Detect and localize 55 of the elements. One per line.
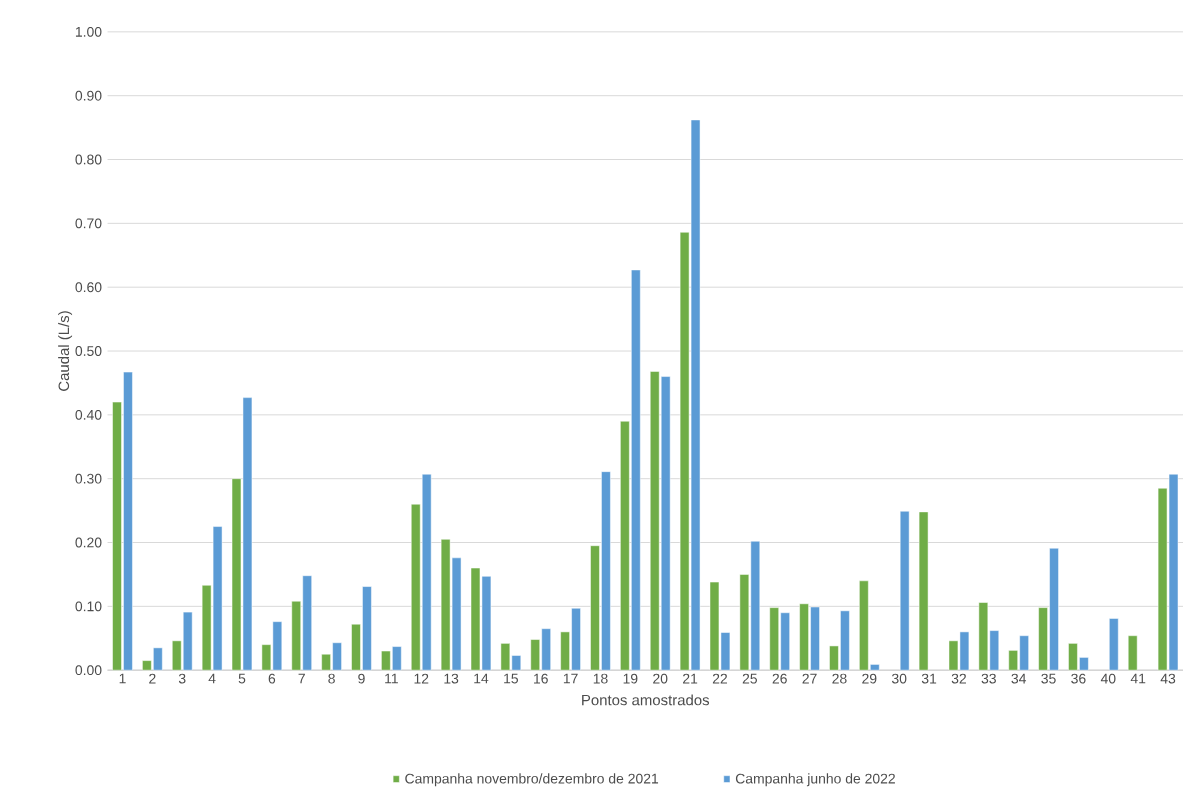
x-tick-label: 19 (623, 673, 638, 684)
x-tick-label: 14 (474, 673, 489, 684)
x-tick-label: 27 (802, 673, 817, 684)
x-tick-label: 21 (683, 673, 698, 684)
x-tick-label: 36 (1071, 673, 1086, 684)
x-tick-label: 12 (414, 673, 429, 684)
y-tick-label: 0.90 (75, 90, 102, 101)
x-tick-label: 32 (951, 673, 966, 684)
bar (1109, 618, 1119, 671)
x-tick-label: 9 (358, 673, 365, 684)
x-tick-label: 43 (1160, 673, 1176, 684)
y-tick-label: 0.80 (75, 154, 102, 165)
x-tick-label: 3 (178, 673, 186, 684)
x-tick-label: 16 (534, 673, 548, 684)
x-tick-label: 35 (1041, 673, 1056, 684)
legend-label: Campanha junho de 2022 (735, 773, 895, 787)
x-tick-label: 11 (385, 673, 398, 684)
x-tick-label: 20 (653, 673, 668, 684)
x-tick-label: 30 (891, 673, 907, 684)
x-tick-label: 8 (328, 673, 335, 684)
bar (918, 511, 929, 671)
y-tick-label: 0.10 (75, 601, 102, 612)
x-tick-label: 41 (1130, 673, 1146, 684)
x-tick-label: 18 (593, 673, 608, 684)
x-axis-title: Pontos amostrados (582, 694, 710, 706)
y-tick-label: 0.20 (75, 537, 102, 548)
x-tick-label: 15 (504, 673, 519, 684)
y-tick-label: 0.60 (75, 282, 102, 293)
legend-label: Campanha novembro/dezembro de 2021 (405, 773, 659, 787)
x-tick-label: 13 (444, 673, 459, 684)
x-tick-label: 26 (772, 673, 787, 684)
x-tick-label: 1 (119, 673, 126, 684)
x-tick-label: 34 (1011, 673, 1027, 684)
y-tick-label: 0.00 (75, 665, 102, 676)
x-tick-label: 31 (921, 673, 937, 684)
x-tick-label: 22 (712, 673, 728, 684)
x-tick-label: 17 (563, 673, 578, 684)
y-tick-label: 0.50 (75, 346, 102, 357)
x-tick-label: 29 (862, 673, 877, 684)
x-tick-label: 28 (832, 673, 847, 684)
x-tick-label: 6 (268, 673, 276, 684)
bar (1127, 635, 1138, 671)
x-tick-label: 40 (1100, 673, 1116, 684)
x-tick-label: 7 (298, 673, 305, 684)
x-tick-label: 5 (238, 673, 246, 684)
y-tick-label: 0.40 (75, 410, 102, 420)
x-tick-label: 25 (742, 673, 757, 684)
x-tick-label: 4 (208, 673, 216, 684)
y-tick-label: 1.00 (75, 27, 102, 37)
x-tick-label: 33 (981, 673, 996, 684)
y-axis-title: Caudal (L/s) (58, 311, 73, 392)
y-tick-label: 0.30 (75, 473, 102, 484)
bar (899, 511, 910, 671)
y-tick-label: 0.70 (75, 218, 102, 229)
x-tick-label: 2 (149, 673, 156, 684)
